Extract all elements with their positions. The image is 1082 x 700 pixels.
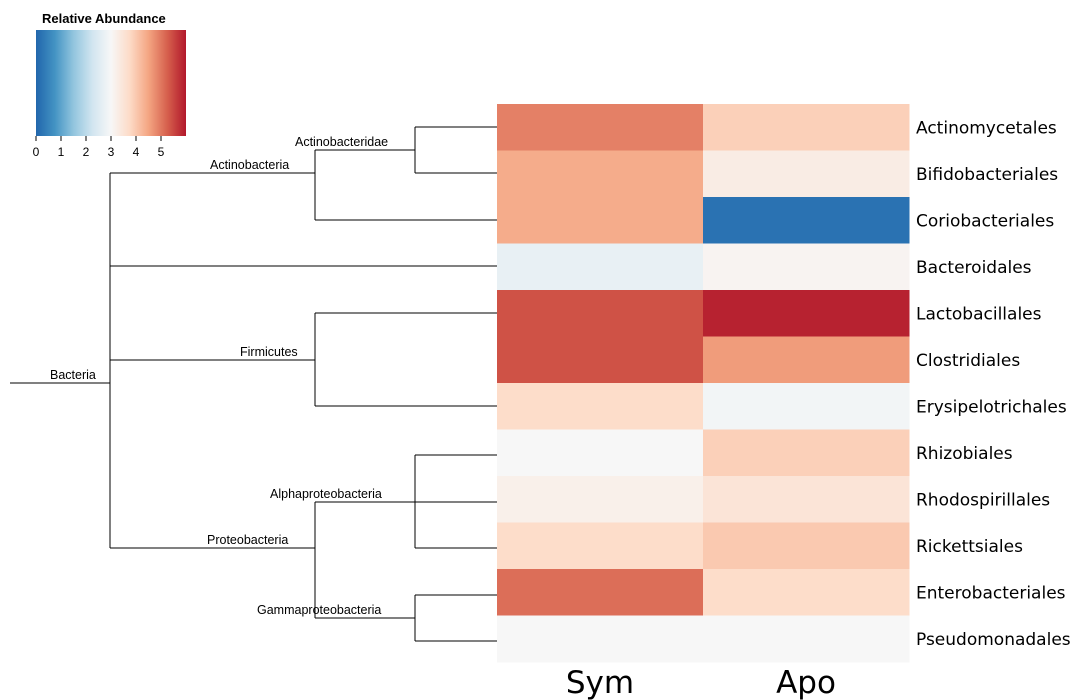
- heatmap-cell: [497, 243, 704, 291]
- legend-tick-label: 3: [108, 145, 115, 159]
- row-label: Rhodospirillales: [916, 490, 1050, 510]
- heatmap-cells: [497, 104, 910, 663]
- heatmap-cell: [703, 150, 910, 198]
- row-label: Clostridiales: [916, 351, 1020, 371]
- column-label: Sym: [566, 665, 634, 700]
- row-label: Erysipelotrichales: [916, 397, 1067, 417]
- heatmap-cell: [703, 615, 910, 663]
- column-label: Apo: [776, 665, 836, 700]
- heatmap-cell: [497, 197, 704, 244]
- legend-title: Relative Abundance: [42, 11, 166, 26]
- heatmap-cell: [497, 429, 704, 477]
- dendrogram: [10, 126, 497, 642]
- heatmap-cell: [703, 522, 910, 570]
- heatmap-cell: [497, 290, 704, 337]
- heatmap-cell: [703, 569, 910, 616]
- row-label: Pseudomonadales: [916, 630, 1071, 650]
- heatmap-cell: [703, 476, 910, 523]
- legend-tick-label: 0: [33, 145, 40, 159]
- row-label: Lactobacillales: [916, 304, 1042, 324]
- heatmap-cell: [703, 429, 910, 477]
- row-label: Bifidobacteriales: [916, 165, 1058, 185]
- tree-label-gammaproteobacteria: Gammaproteobacteria: [257, 603, 381, 617]
- heatmap-cell: [497, 336, 704, 384]
- heatmap-cell: [497, 476, 704, 523]
- tree-labels: Bacteria Actinobacteria Actinobacteridae…: [50, 135, 388, 617]
- tree-label-proteobacteria: Proteobacteria: [207, 533, 288, 547]
- row-label: Bacteroidales: [916, 258, 1032, 278]
- heatmap-cell: [497, 522, 704, 570]
- heatmap-cell: [497, 383, 704, 430]
- row-labels: Actinomycetales Bifidobacteriales Coriobac…: [916, 118, 1071, 650]
- legend-color-bar: [36, 30, 186, 136]
- heatmap-cell: [703, 290, 910, 337]
- tree-label-bacteria: Bacteria: [50, 368, 96, 382]
- tree-label-actinobacteridae: Actinobacteridae: [295, 135, 388, 149]
- heatmap-cell: [703, 383, 910, 430]
- heatmap-cell: [703, 243, 910, 291]
- heatmap-cell: [703, 104, 910, 151]
- heatmap-cell: [497, 569, 704, 616]
- row-label: Rickettsiales: [916, 537, 1023, 557]
- heatmap-cell: [703, 197, 910, 244]
- heatmap-cell: [497, 150, 704, 198]
- row-label: Rhizobiales: [916, 444, 1013, 464]
- tree-label-alphaproteobacteria: Alphaproteobacteria: [270, 487, 382, 501]
- column-labels: Sym Apo: [566, 665, 836, 700]
- legend-ticks: 0 1 2 3 4 5: [33, 136, 165, 159]
- tree-label-firmicutes: Firmicutes: [240, 345, 298, 359]
- row-label: Enterobacteriales: [916, 583, 1066, 603]
- color-legend: Relative Abundance 0 1 2 3 4 5: [33, 11, 186, 159]
- legend-tick-label: 2: [83, 145, 90, 159]
- heatmap-cell: [497, 104, 704, 151]
- heatmap-cell: [497, 615, 704, 663]
- row-label: Coriobacteriales: [916, 211, 1054, 231]
- tree-label-actinobacteria: Actinobacteria: [210, 158, 289, 172]
- legend-tick-label: 4: [133, 145, 140, 159]
- heatmap-cell: [703, 336, 910, 384]
- row-label: Actinomycetales: [916, 118, 1057, 138]
- legend-tick-label: 5: [158, 145, 165, 159]
- legend-tick-label: 1: [58, 145, 65, 159]
